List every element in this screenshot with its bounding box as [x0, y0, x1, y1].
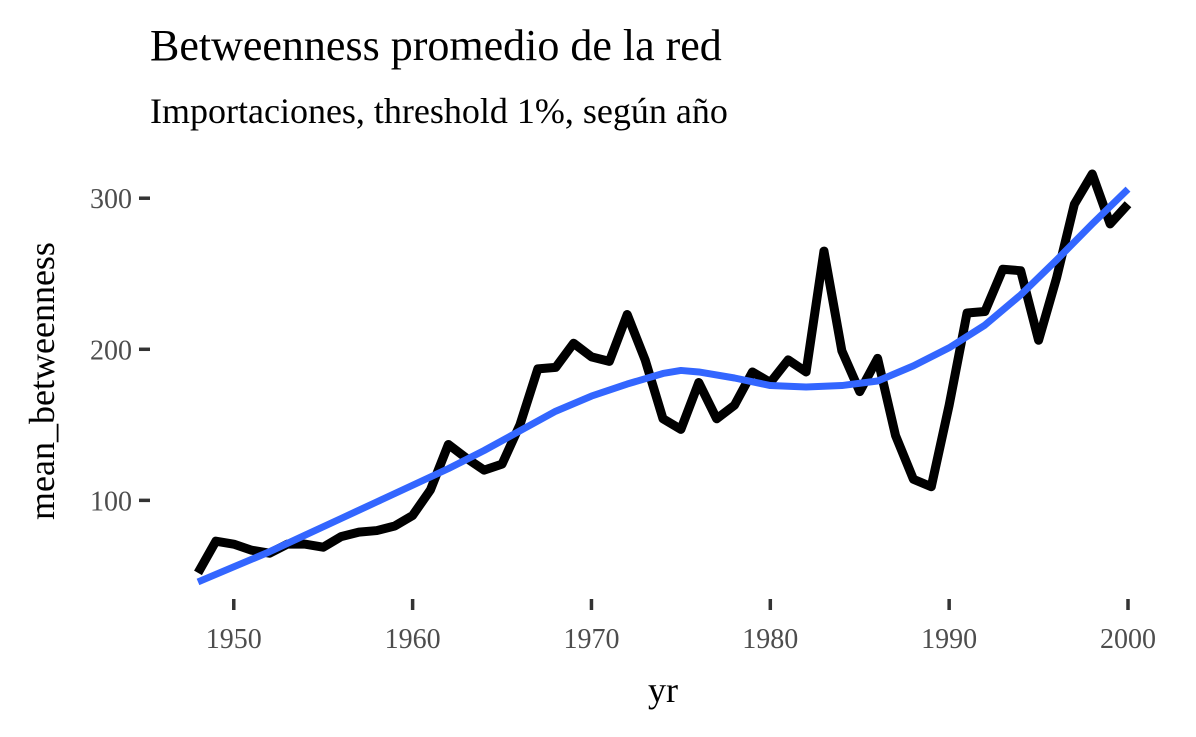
x-tick-label: 1970	[563, 624, 619, 655]
x-tick-label: 1990	[921, 624, 977, 655]
y-tick-label: 300	[90, 184, 132, 215]
x-tick-label: 1950	[206, 624, 262, 655]
mean-betweenness-line	[194, 169, 1132, 576]
x-axis-title: yr	[648, 670, 678, 710]
y-axis: 100 200 300	[90, 184, 150, 517]
x-tick-label: 1960	[385, 624, 441, 655]
x-tick-label: 1980	[742, 624, 798, 655]
chart-title: Betweenness promedio de la red	[150, 21, 722, 70]
smooth-trend-line	[196, 186, 1131, 586]
plot-area	[194, 169, 1132, 586]
y-axis-title: mean_betweenness	[22, 242, 62, 520]
y-tick-label: 200	[90, 335, 132, 366]
x-tick-label: 2000	[1100, 624, 1156, 655]
chart-subtitle: Importaciones, threshold 1%, según año	[150, 91, 728, 131]
x-axis: 1950 1960 1970 1980 1990 2000	[206, 599, 1156, 655]
y-tick-label: 100	[90, 486, 132, 517]
